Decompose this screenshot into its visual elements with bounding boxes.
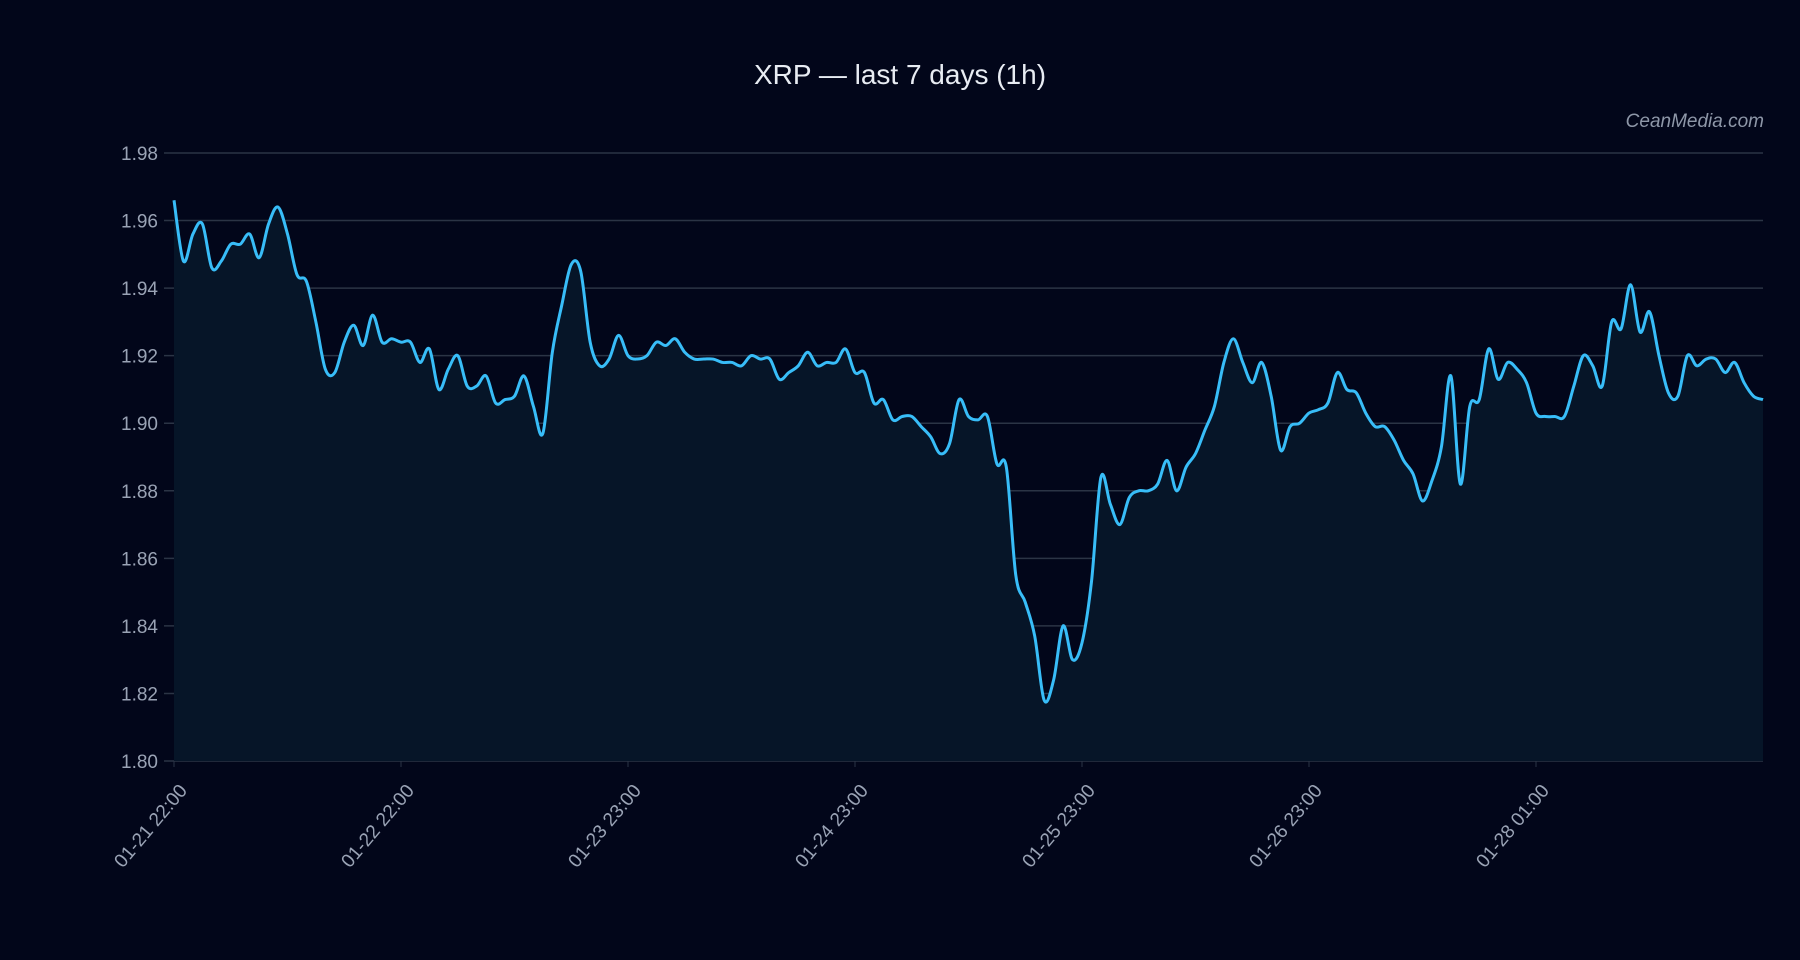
price-area-fill [174, 200, 1763, 762]
y-axis: 1.80 1.82 1.84 1.86 1.88 1.90 1.92 1.94 1.96 1.98 [121, 144, 158, 773]
y-tick-label: 1.98 [121, 144, 158, 165]
y-tick-label: 1.84 [121, 617, 158, 638]
y-tick-label: 1.88 [121, 482, 158, 503]
price-line [172, 200, 1764, 704]
chart-title: XRP — last 7 days (1h) [754, 59, 1046, 90]
y-tick-label: 1.86 [121, 549, 158, 570]
y-tick-label: 1.82 [121, 684, 158, 705]
watermark: CeanMedia.com [1626, 111, 1764, 132]
y-tick-label: 1.96 [121, 212, 158, 233]
y-tick-label: 1.92 [121, 347, 158, 368]
y-tick-label: 1.90 [121, 414, 158, 435]
y-tick-label: 1.80 [121, 752, 158, 773]
y-tick-label: 1.94 [121, 279, 158, 300]
